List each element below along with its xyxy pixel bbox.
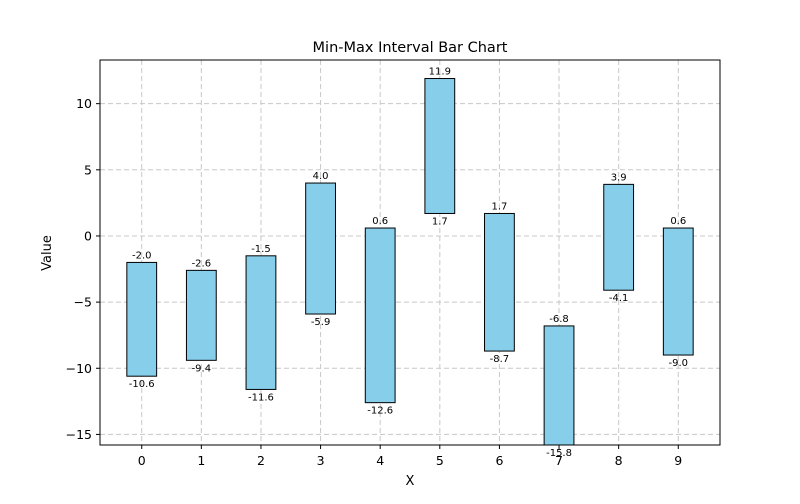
max-value-label: 0.6 bbox=[372, 216, 388, 227]
x-tick-label: 8 bbox=[615, 453, 623, 468]
min-value-label: -12.6 bbox=[367, 406, 393, 417]
y-tick-label: −10 bbox=[66, 361, 92, 376]
x-tick-label: 0 bbox=[138, 453, 146, 468]
min-value-label: -9.4 bbox=[192, 363, 212, 374]
min-value-label: 1.7 bbox=[432, 216, 448, 227]
chart-title: Min-Max Interval Bar Chart bbox=[313, 40, 508, 56]
max-value-label: -6.8 bbox=[549, 314, 569, 325]
interval-bar bbox=[364, 227, 396, 404]
max-value-label: 3.9 bbox=[611, 172, 627, 183]
y-axis-label: Value bbox=[40, 235, 55, 271]
max-value-label: 11.9 bbox=[429, 67, 451, 78]
x-tick-label: 5 bbox=[436, 453, 444, 468]
bars bbox=[126, 78, 694, 446]
y-tick-label: −5 bbox=[74, 295, 92, 310]
max-value-label: -2.6 bbox=[192, 258, 212, 269]
max-value-label: -1.5 bbox=[251, 244, 271, 255]
min-value-label: -8.7 bbox=[490, 354, 510, 365]
data-labels: -2.0 -10.6 -2.6 -9.4 -1.5 -11.6 4.0 -5.9 0.6 -12.… bbox=[129, 67, 688, 459]
plot-frame bbox=[99, 59, 721, 446]
interval-bar bbox=[126, 261, 158, 377]
x-axis-label: X bbox=[406, 474, 415, 489]
interval-bar bbox=[603, 183, 635, 291]
x-tick-label: 2 bbox=[257, 453, 265, 468]
max-value-label: -2.0 bbox=[132, 250, 152, 261]
interval-bar bbox=[245, 255, 277, 390]
interval-bar bbox=[305, 182, 336, 315]
interval-bar bbox=[484, 212, 515, 352]
y-tick-label: 0 bbox=[84, 228, 92, 243]
interval-bar bbox=[662, 227, 694, 356]
min-value-label: -9.0 bbox=[669, 358, 689, 369]
min-value-label: -11.6 bbox=[248, 392, 274, 403]
x-tick-label: 3 bbox=[317, 453, 325, 468]
interval-bar bbox=[543, 325, 575, 446]
x-tick-label: 1 bbox=[197, 453, 205, 468]
x-tick-label: 7 bbox=[555, 453, 563, 468]
y-tick-label: −15 bbox=[66, 427, 92, 442]
interval-bar bbox=[424, 78, 456, 214]
axis-ticks: 0 1 2 3 4 5 6 7 8 9 −15 −10 −5 0 5 10 bbox=[66, 96, 683, 468]
y-tick-label: 5 bbox=[84, 162, 92, 177]
x-tick-label: 4 bbox=[376, 453, 384, 468]
x-tick-label: 6 bbox=[495, 453, 503, 468]
y-tick-label: 10 bbox=[76, 96, 92, 111]
min-value-label: -5.9 bbox=[311, 317, 331, 328]
min-value-label: -15.8 bbox=[546, 448, 572, 459]
max-value-label: 0.6 bbox=[670, 216, 686, 227]
interval-bar bbox=[185, 269, 217, 361]
x-tick-label: 9 bbox=[674, 453, 682, 468]
min-value-label: -10.6 bbox=[129, 379, 155, 390]
min-value-label: -4.1 bbox=[609, 293, 629, 304]
max-value-label: 1.7 bbox=[491, 201, 507, 212]
max-value-label: 4.0 bbox=[313, 171, 329, 182]
